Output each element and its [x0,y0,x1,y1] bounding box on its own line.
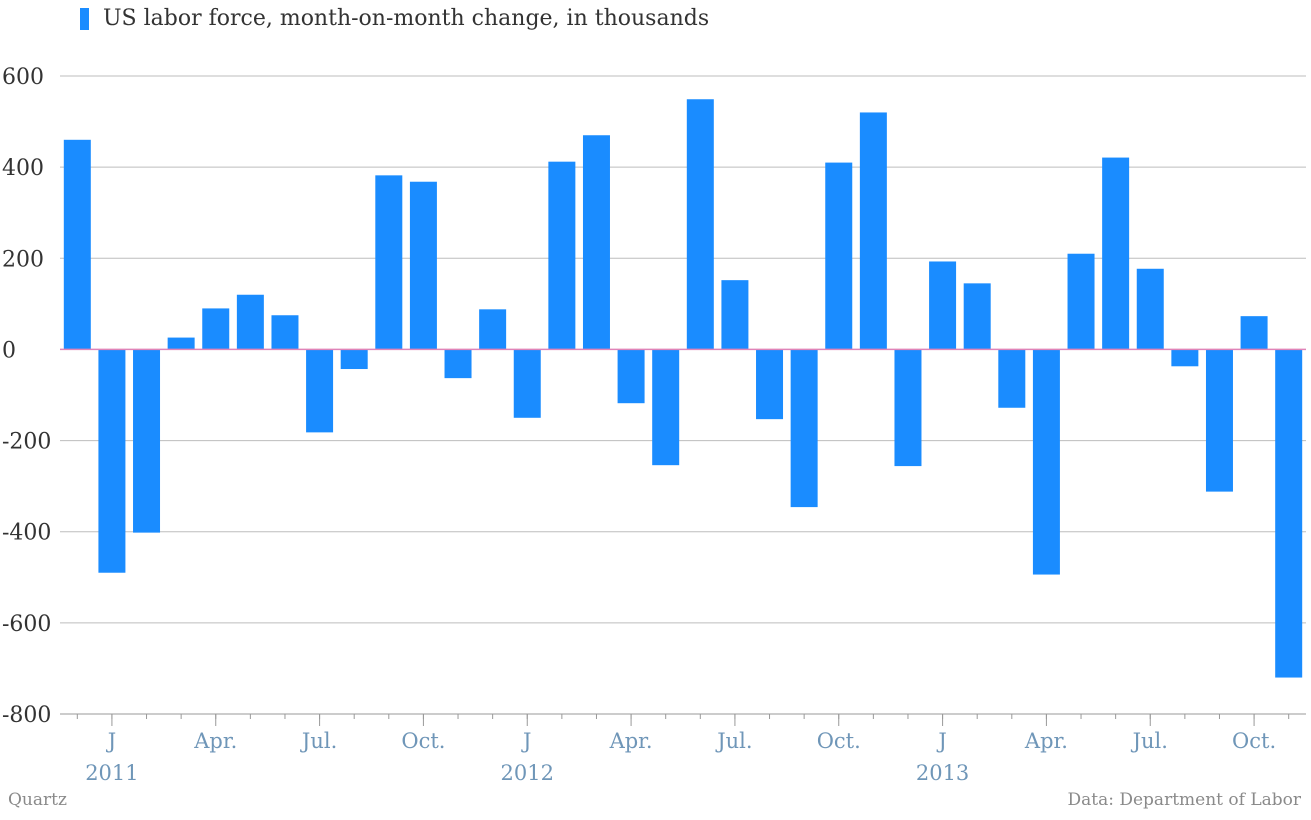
x-tick-label: Jul. [715,729,752,753]
x-tick-label: Apr. [609,729,653,753]
bar [1067,253,1095,350]
y-tick-label: -200 [2,430,51,455]
bar [167,337,195,350]
bar [1205,349,1233,492]
source-credit: Quartz [8,790,67,810]
bar [1275,349,1303,678]
legend-label: US labor force, month-on-month change, i… [103,6,710,31]
x-tick-label: Oct. [401,729,445,753]
y-tick-label: 0 [2,338,16,363]
data-source: Data: Department of Labor [1067,790,1302,810]
bar [548,161,576,350]
bar [479,309,507,350]
bar [1171,349,1199,367]
y-tick-label: -800 [2,703,51,728]
bar [894,349,922,467]
x-tick-label: Oct. [1232,729,1276,753]
bar [340,349,368,370]
bar [790,349,818,508]
x-year-label: 2013 [916,761,969,785]
x-tick-label: Jul. [300,729,337,753]
y-tick-label: 400 [2,156,44,181]
bar [963,283,991,350]
x-year-label: 2012 [501,761,554,785]
bar [1102,157,1130,350]
bar [444,349,472,379]
bar [859,112,887,350]
y-tick-label: -600 [2,612,51,637]
x-tick-label: Apr. [1024,729,1068,753]
bar [133,349,161,533]
y-tick-label: 200 [2,247,44,272]
bar [929,261,957,350]
bar [513,349,541,418]
bar [825,162,853,350]
legend: US labor force, month-on-month change, i… [80,6,709,31]
bar [652,349,680,466]
y-tick-label: -400 [2,521,51,546]
x-tick-label: Jul. [1131,729,1168,753]
bar [756,349,784,420]
x-year-label: 2011 [85,761,138,785]
legend-swatch [80,7,89,30]
x-tick-label: Apr. [193,729,237,753]
bar [202,308,230,350]
x-tick-label: J [521,729,531,753]
bar [271,315,299,350]
bar [375,175,403,350]
bar [1032,349,1060,575]
bar [98,349,126,573]
bar [617,349,645,404]
bar [721,280,749,350]
bar [409,181,437,350]
bar [236,294,264,350]
bar [686,99,714,350]
bar [1136,268,1164,350]
x-tick-label: Oct. [817,729,861,753]
y-tick-label: 600 [2,65,44,90]
x-tick-label: J [936,729,946,753]
bar [63,139,91,350]
bar [1240,316,1268,350]
x-tick-label: J [106,729,116,753]
bar [306,349,334,433]
bar [582,135,610,350]
bar [998,349,1026,408]
